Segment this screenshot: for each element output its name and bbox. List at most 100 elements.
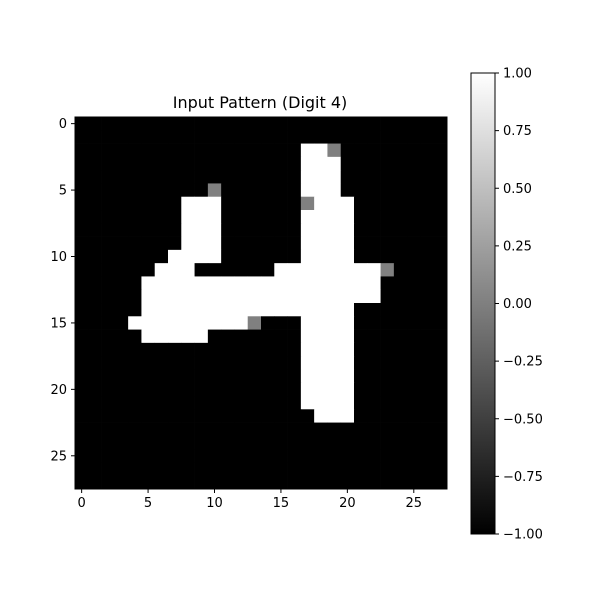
heatmap-cell <box>168 303 182 317</box>
heatmap-cell <box>407 409 421 423</box>
heatmap-cell <box>433 143 448 158</box>
heatmap-cell <box>300 329 315 344</box>
heatmap-cell <box>433 276 448 291</box>
heatmap-cell <box>380 249 395 264</box>
heatmap-cell <box>393 422 408 437</box>
heatmap-cell <box>340 396 355 410</box>
heatmap-cell <box>367 263 381 277</box>
heatmap-cell <box>168 263 182 277</box>
heatmap-cell <box>247 196 262 211</box>
heatmap-cell <box>168 210 182 224</box>
heatmap-cell <box>420 117 435 131</box>
heatmap-cell <box>75 143 89 158</box>
heatmap-cell <box>168 475 182 490</box>
heatmap-cell <box>314 369 328 384</box>
heatmap-cell <box>380 369 395 384</box>
colorbar-tick-label: 0.75 <box>503 124 532 139</box>
heatmap-cell <box>114 342 129 357</box>
heatmap-cell <box>247 435 262 450</box>
heatmap-cell <box>141 475 156 490</box>
heatmap-cell <box>420 143 435 158</box>
heatmap-cell <box>340 223 355 237</box>
colorbar <box>470 72 496 535</box>
heatmap-cell <box>380 382 395 397</box>
heatmap-cell <box>154 409 169 423</box>
heatmap-cell <box>354 143 368 158</box>
heatmap-cell <box>314 409 328 423</box>
heatmap-cell <box>181 342 195 357</box>
y-tick-label: 10 <box>50 250 67 265</box>
heatmap-cell <box>154 210 169 224</box>
heatmap-cell <box>287 316 302 330</box>
heatmap-cell <box>194 356 209 370</box>
heatmap-cell <box>327 183 342 198</box>
heatmap-cell <box>354 183 368 198</box>
heatmap-cell <box>207 117 222 131</box>
heatmap-cell <box>154 303 169 317</box>
heatmap-cell <box>393 396 408 410</box>
heatmap-cell <box>327 156 342 171</box>
heatmap-cell <box>300 210 315 224</box>
heatmap-cell <box>88 422 102 437</box>
y-tick-label: 25 <box>50 449 67 464</box>
heatmap-cell <box>88 117 102 131</box>
heatmap-cell <box>380 276 395 291</box>
heatmap-cell <box>168 356 182 370</box>
heatmap-cell <box>128 356 142 370</box>
heatmap-cell <box>234 249 249 264</box>
heatmap-cell <box>181 156 195 171</box>
heatmap-cell <box>380 329 395 344</box>
heatmap-cell <box>380 303 395 317</box>
heatmap-cell <box>154 143 169 158</box>
heatmap-cell <box>420 409 435 423</box>
heatmap-cell <box>221 382 235 397</box>
heatmap-cell <box>300 196 315 211</box>
heatmap-cell <box>420 303 435 317</box>
heatmap-cell <box>300 130 315 144</box>
heatmap-cell <box>354 449 368 463</box>
heatmap-cell <box>234 356 249 370</box>
heatmap-cell <box>141 462 156 477</box>
heatmap-cell <box>407 196 421 211</box>
heatmap-cell <box>420 236 435 251</box>
heatmap-cell <box>420 223 435 237</box>
heatmap-cell <box>433 435 448 450</box>
heatmap-cell <box>327 210 342 224</box>
heatmap-cell <box>314 396 328 410</box>
heatmap-cell <box>327 369 342 384</box>
heatmap-cell <box>287 396 302 410</box>
heatmap-cell <box>247 236 262 251</box>
heatmap-cell <box>393 117 408 131</box>
heatmap-cell <box>274 183 288 198</box>
heatmap-cell <box>247 369 262 384</box>
heatmap-cell <box>354 289 368 304</box>
heatmap-cell <box>287 303 302 317</box>
heatmap-cell <box>207 223 222 237</box>
heatmap-cell <box>75 369 89 384</box>
heatmap-cell <box>261 130 275 144</box>
heatmap-cell <box>88 382 102 397</box>
heatmap-cell <box>287 276 302 291</box>
heatmap-cell <box>234 316 249 330</box>
heatmap-cell <box>101 249 116 264</box>
heatmap-cell <box>181 289 195 304</box>
heatmap-cell <box>300 143 315 158</box>
heatmap-cell <box>393 356 408 370</box>
heatmap-cell <box>154 276 169 291</box>
heatmap-cell <box>234 409 249 423</box>
heatmap-cell <box>354 276 368 291</box>
heatmap-cell <box>433 396 448 410</box>
heatmap-cell <box>314 249 328 264</box>
heatmap-cell <box>234 475 249 490</box>
heatmap-cell <box>88 356 102 370</box>
heatmap-cell <box>287 170 302 184</box>
heatmap-cell <box>141 170 156 184</box>
heatmap-cell <box>207 435 222 450</box>
heatmap-cell <box>287 196 302 211</box>
heatmap-cell <box>327 276 342 291</box>
heatmap-cell <box>354 342 368 357</box>
heatmap-cell <box>141 329 156 344</box>
heatmap-cell <box>128 170 142 184</box>
heatmap-cell <box>247 223 262 237</box>
heatmap-cell <box>181 263 195 277</box>
